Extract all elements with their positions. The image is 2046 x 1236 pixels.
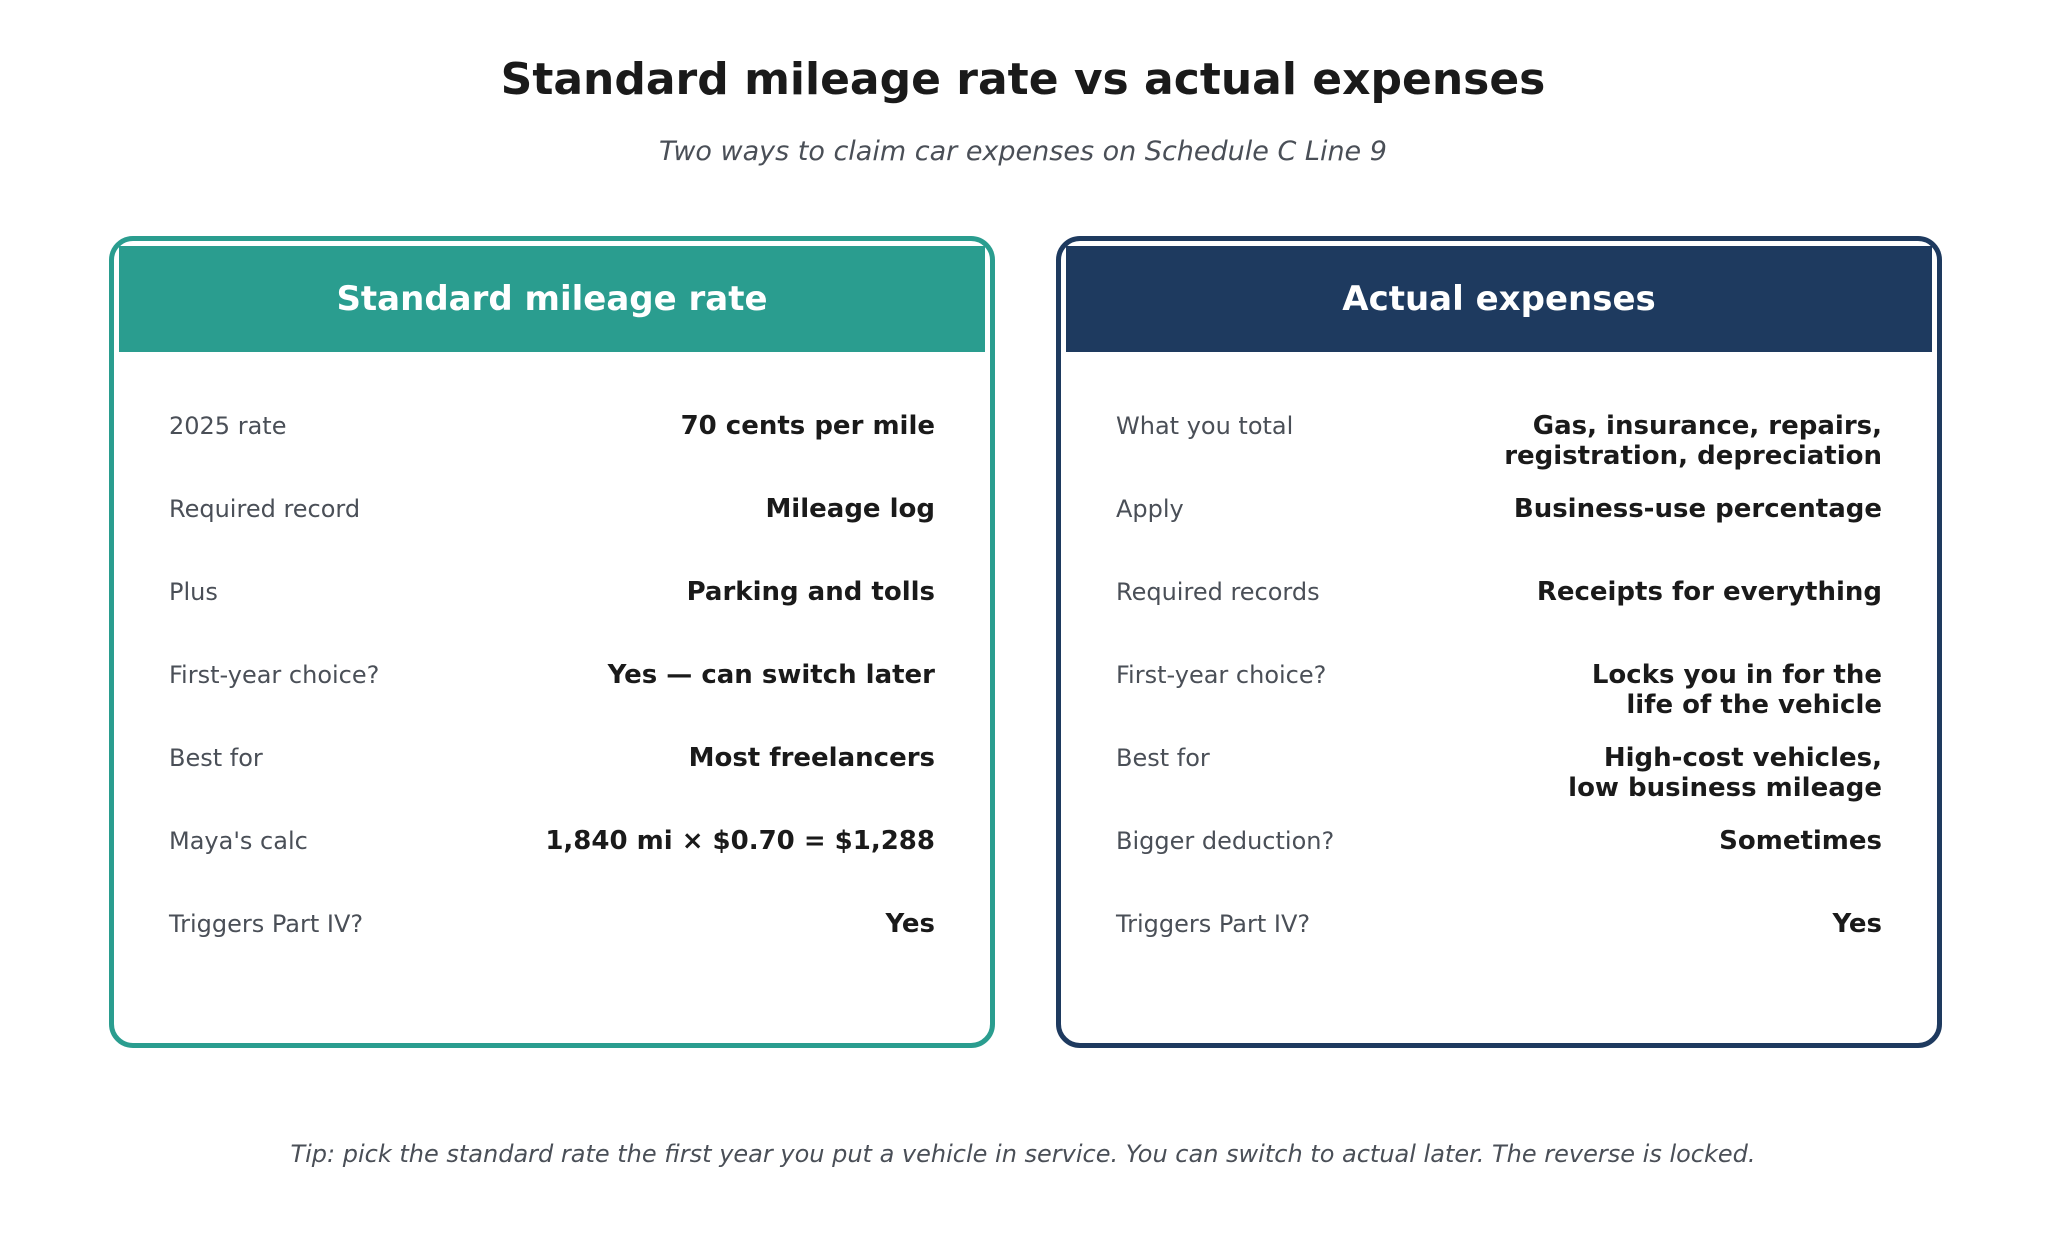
standard-mileage-card: Standard mileage rate 2025 rate 70 cents… [109, 236, 995, 1048]
row-label: Apply [1116, 495, 1184, 523]
row-label: Required record [169, 495, 361, 523]
row-label: 2025 rate [169, 412, 287, 440]
actual-row-records: Required records Receipts for everything [1116, 577, 1882, 607]
standard-row-part-iv: Triggers Part IV? Yes [169, 909, 935, 939]
row-label: Triggers Part IV? [169, 910, 364, 938]
standard-mileage-header: Standard mileage rate [119, 246, 985, 352]
standard-row-record: Required record Mileage log [169, 494, 935, 524]
row-label: Maya's calc [169, 827, 308, 855]
actual-row-total: What you total Gas, insurance, repairs, … [1116, 411, 1882, 471]
standard-row-first-year: First-year choice? Yes — can switch late… [169, 660, 935, 690]
actual-expenses-header: Actual expenses [1066, 246, 1932, 352]
row-value: High-cost vehicles, low business mileage [1568, 743, 1882, 803]
row-value: 1,840 mi × $0.70 = $1,288 [545, 826, 935, 856]
row-value: Mileage log [765, 494, 935, 524]
row-label: Plus [169, 578, 218, 606]
row-label: Bigger deduction? [1116, 827, 1335, 855]
standard-row-calc: Maya's calc 1,840 mi × $0.70 = $1,288 [169, 826, 935, 856]
row-label: Triggers Part IV? [1116, 910, 1311, 938]
row-value: Sometimes [1719, 826, 1882, 856]
row-value: Gas, insurance, repairs, registration, d… [1504, 411, 1882, 471]
actual-row-bigger-deduction: Bigger deduction? Sometimes [1116, 826, 1882, 856]
tip-text: Tip: pick the standard rate the first ye… [290, 1140, 1756, 1168]
page-subtitle: Two ways to claim car expenses on Schedu… [659, 136, 1387, 167]
standard-row-best-for: Best for Most freelancers [169, 743, 935, 773]
page-title: Standard mileage rate vs actual expenses [500, 54, 1546, 105]
row-value: Locks you in for the life of the vehicle [1591, 660, 1882, 720]
row-value: 70 cents per mile [680, 411, 935, 441]
row-label: First-year choice? [169, 661, 380, 689]
row-label: Required records [1116, 578, 1320, 606]
standard-row-rate: 2025 rate 70 cents per mile [169, 411, 935, 441]
actual-row-first-year: First-year choice? Locks you in for the … [1116, 660, 1882, 720]
actual-expenses-card: Actual expenses What you total Gas, insu… [1056, 236, 1942, 1048]
row-label: Best for [169, 744, 263, 772]
row-label: First-year choice? [1116, 661, 1327, 689]
row-value: Yes [885, 909, 935, 939]
row-label: What you total [1116, 412, 1294, 440]
actual-row-best-for: Best for High-cost vehicles, low busines… [1116, 743, 1882, 803]
row-label: Best for [1116, 744, 1210, 772]
actual-row-apply: Apply Business-use percentage [1116, 494, 1882, 524]
standard-row-plus: Plus Parking and tolls [169, 577, 935, 607]
row-value: Yes [1832, 909, 1882, 939]
row-value: Receipts for everything [1536, 577, 1882, 607]
row-value: Business-use percentage [1513, 494, 1882, 524]
row-value: Most freelancers [688, 743, 935, 773]
row-value: Parking and tolls [686, 577, 935, 607]
actual-row-part-iv: Triggers Part IV? Yes [1116, 909, 1882, 939]
row-value: Yes — can switch later [607, 660, 935, 690]
